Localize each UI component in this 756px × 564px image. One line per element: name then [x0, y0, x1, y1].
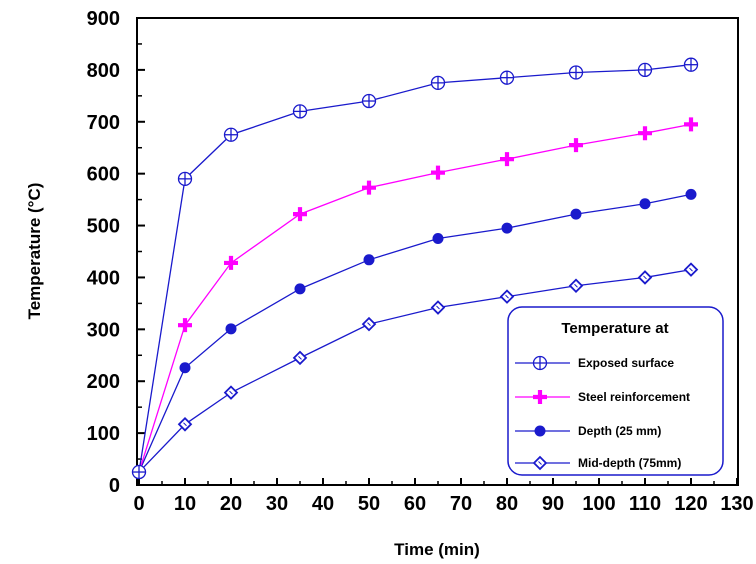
data-point [430, 75, 446, 91]
data-point [500, 152, 514, 167]
legend-marker [534, 425, 546, 437]
x-tick-label: 30 [266, 493, 288, 515]
x-axis-title: Time (min) [394, 540, 480, 559]
x-tick-label: 70 [450, 493, 472, 515]
data-point [637, 270, 653, 285]
x-tick-label: 10 [174, 493, 196, 515]
data-point [361, 316, 377, 332]
data-point [223, 127, 239, 142]
y-tick-label: 600 [87, 164, 120, 186]
data-point [131, 464, 147, 480]
data-point [499, 70, 515, 85]
series-3 [131, 262, 699, 480]
data-point [432, 233, 444, 245]
data-point [639, 198, 651, 210]
data-point [568, 65, 584, 80]
x-tick-label: 120 [674, 493, 707, 515]
data-point [683, 57, 699, 72]
data-point [178, 318, 192, 333]
y-tick-label: 700 [87, 112, 120, 134]
data-point [430, 300, 446, 315]
series-line [138, 123, 692, 473]
legend-entry: Steel reinforcement [515, 390, 690, 404]
data-point [179, 362, 191, 374]
x-tick-label: 90 [542, 493, 564, 515]
legend-label: Steel reinforcement [578, 390, 690, 404]
x-tick-label: 80 [496, 493, 518, 515]
y-tick-label: 200 [87, 371, 120, 393]
data-point [499, 289, 515, 304]
legend-entry: Depth (25 mm) [515, 424, 661, 438]
data-point [637, 62, 653, 78]
data-point [431, 165, 445, 180]
x-tick-label: 130 [720, 493, 753, 515]
legend: Temperature at Exposed surface Steel rein… [507, 306, 724, 476]
legend-label: Mid-depth (75mm) [578, 456, 681, 470]
series-0 [131, 57, 699, 480]
data-point [570, 208, 582, 220]
series-line [138, 64, 692, 473]
data-point [177, 171, 193, 187]
x-axis-ticks: 0 10 20 30 40 50 60 70 80 90 100 110 120 130 [133, 478, 754, 515]
data-point [569, 138, 583, 153]
data-point [292, 104, 308, 119]
data-point [293, 207, 307, 222]
legend-marker [532, 455, 548, 471]
y-tick-label: 0 [109, 475, 120, 497]
data-point [683, 262, 699, 277]
data-point [501, 222, 513, 234]
x-tick-label: 40 [312, 493, 334, 515]
legend-entry: Mid-depth (75mm) [515, 455, 681, 471]
x-tick-label: 50 [358, 493, 380, 515]
legend-marker [532, 355, 548, 371]
x-tick-label: 0 [133, 493, 144, 515]
legend-label: Depth (25 mm) [578, 424, 661, 438]
data-point [568, 278, 584, 294]
data-point [362, 180, 376, 195]
data-point [224, 255, 238, 270]
y-tick-label: 800 [87, 60, 120, 82]
y-tick-label: 900 [87, 8, 120, 30]
data-point [638, 126, 652, 141]
y-tick-label: 300 [87, 319, 120, 341]
data-point [361, 93, 377, 109]
series-line [138, 193, 692, 473]
legend-marker [533, 390, 547, 404]
x-tick-label: 100 [582, 493, 615, 515]
y-tick-label: 400 [87, 267, 120, 289]
data-point [223, 385, 239, 400]
data-point [363, 254, 375, 266]
data-point [684, 117, 698, 132]
series-layer [131, 57, 699, 480]
y-tick-label: 100 [87, 423, 120, 445]
y-axis-title: Temperature (°C) [25, 183, 44, 320]
data-point [177, 417, 193, 432]
legend-title: Temperature at [561, 320, 668, 337]
legend-box [507, 306, 724, 476]
x-tick-label: 60 [404, 493, 426, 515]
legend-entries: Exposed surface Steel reinforcement Depth … [515, 355, 690, 471]
y-tick-label: 500 [87, 216, 120, 238]
y-axis-ticks: 0 100 200 300 400 500 600 700 800 900 [87, 8, 145, 497]
data-point [294, 283, 306, 295]
series-line [138, 269, 692, 473]
x-tick-label: 20 [220, 493, 242, 515]
legend-label: Exposed surface [578, 356, 674, 370]
legend-entry: Exposed surface [515, 355, 674, 371]
data-point [225, 323, 237, 335]
x-tick-label: 110 [629, 493, 661, 515]
data-point [292, 350, 308, 366]
data-point [685, 188, 697, 200]
